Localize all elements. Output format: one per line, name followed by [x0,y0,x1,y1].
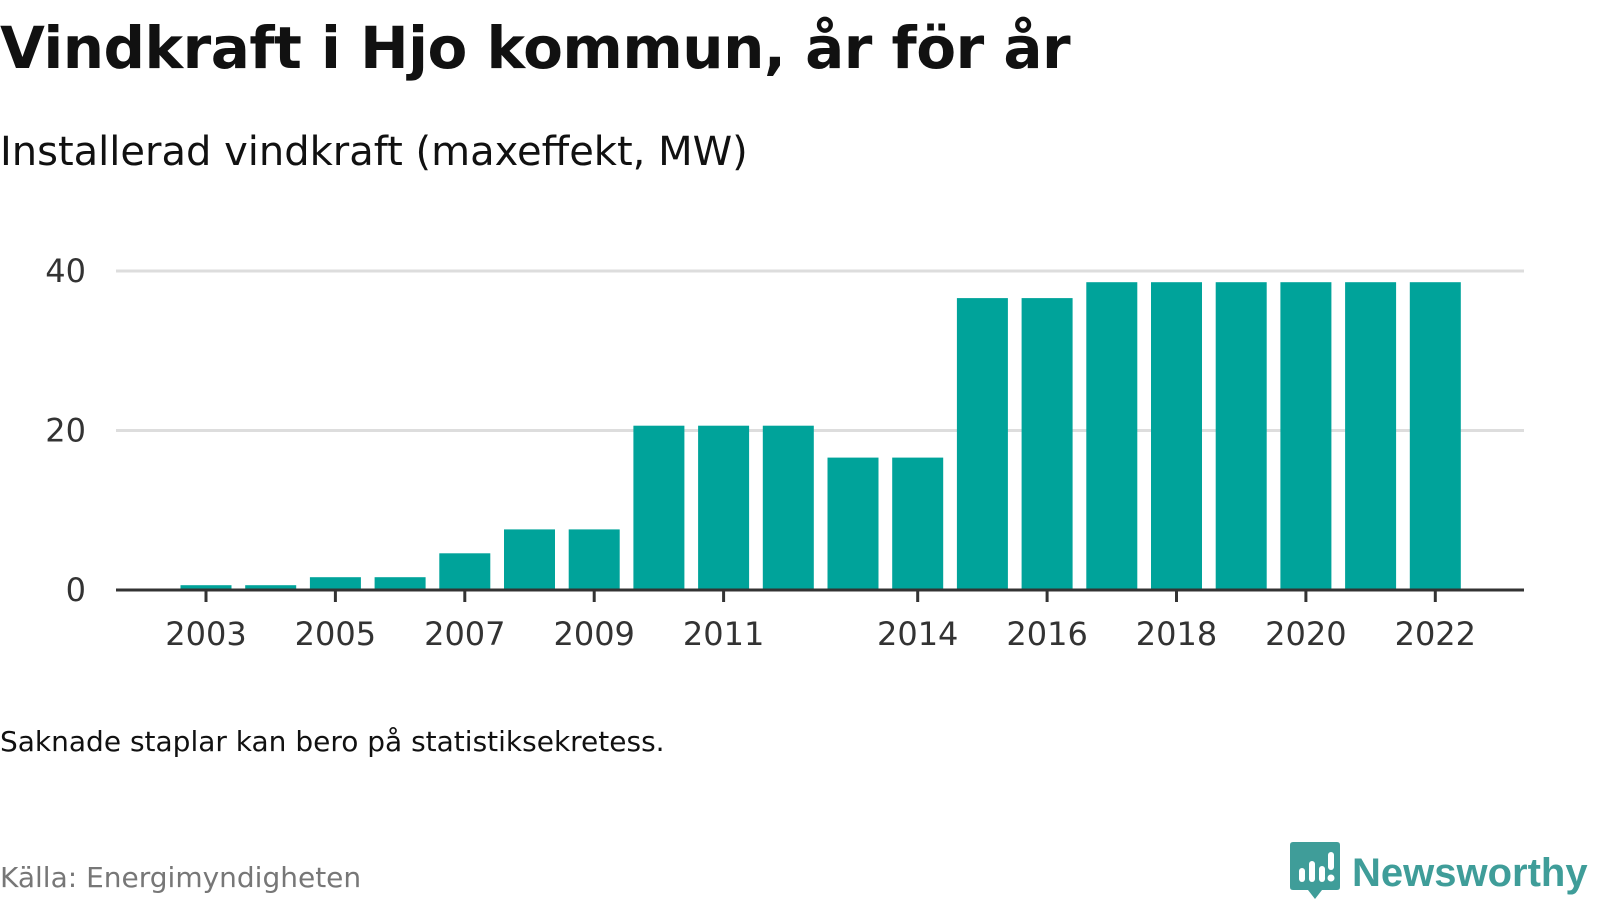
source-credit: Källa: Energimyndigheten [0,861,362,894]
bar-2006 [374,577,426,590]
x-axis-labels: 2003 2005 2007 2009 2011 2014 2016 2018 2020 2022 [165,615,1476,653]
bar-2016 [1021,298,1073,590]
bars [180,282,1461,590]
x-tick-label: 2011 [683,615,764,653]
bar-2017 [1086,282,1138,590]
x-tick-label: 2014 [877,615,958,653]
bar-2018 [1151,282,1202,590]
bar-2004 [245,585,297,590]
x-tick-label: 2020 [1265,615,1346,653]
bar-2019 [1215,282,1267,590]
logo-bar-2 [1309,861,1315,882]
x-tick-label: 2018 [1136,615,1217,653]
bar-2010 [633,425,685,590]
chart-title: Vindkraft i Hjo kommun, år för år [0,14,1071,82]
x-tick-label: 2007 [424,615,505,653]
bar-2020 [1280,282,1332,590]
bar-2005 [309,577,361,590]
bar-2021 [1345,282,1397,590]
x-tick-label: 2022 [1395,615,1476,653]
y-tick-label: 0 [66,571,86,609]
logo-bar-3 [1319,866,1325,882]
chart-subtitle: Installerad vindkraft (maxeffekt, MW) [0,129,748,175]
x-tick-label: 2009 [553,615,634,653]
bar-2012 [762,425,814,590]
logo-bar-4 [1328,852,1334,870]
bar-2008 [504,529,555,590]
bar-2011 [698,425,750,590]
newsworthy-chart-bubble-icon [1290,842,1340,904]
bar-2003 [180,585,232,590]
bar-2009 [568,529,620,590]
brand-logo: Newsworthy [1290,842,1588,904]
x-axis [116,588,1524,602]
x-tick-label: 2003 [165,615,246,653]
x-tick-label: 2005 [295,615,376,653]
bar-2013 [827,457,879,590]
y-tick-label: 20 [45,412,86,450]
y-tick-label: 40 [45,252,86,290]
y-axis-labels: 0 20 40 [45,252,86,609]
bar-2015 [956,298,1008,590]
brand-name: Newsworthy [1352,851,1588,895]
footnote: Saknade staplar kan bero på statistiksek… [0,725,665,758]
bar-2022 [1409,282,1461,590]
x-tick-label: 2016 [1006,615,1087,653]
logo-dot [1327,874,1335,882]
logo-bar-1 [1299,868,1305,882]
bar-2007 [439,553,491,590]
bar-2014 [892,457,944,590]
